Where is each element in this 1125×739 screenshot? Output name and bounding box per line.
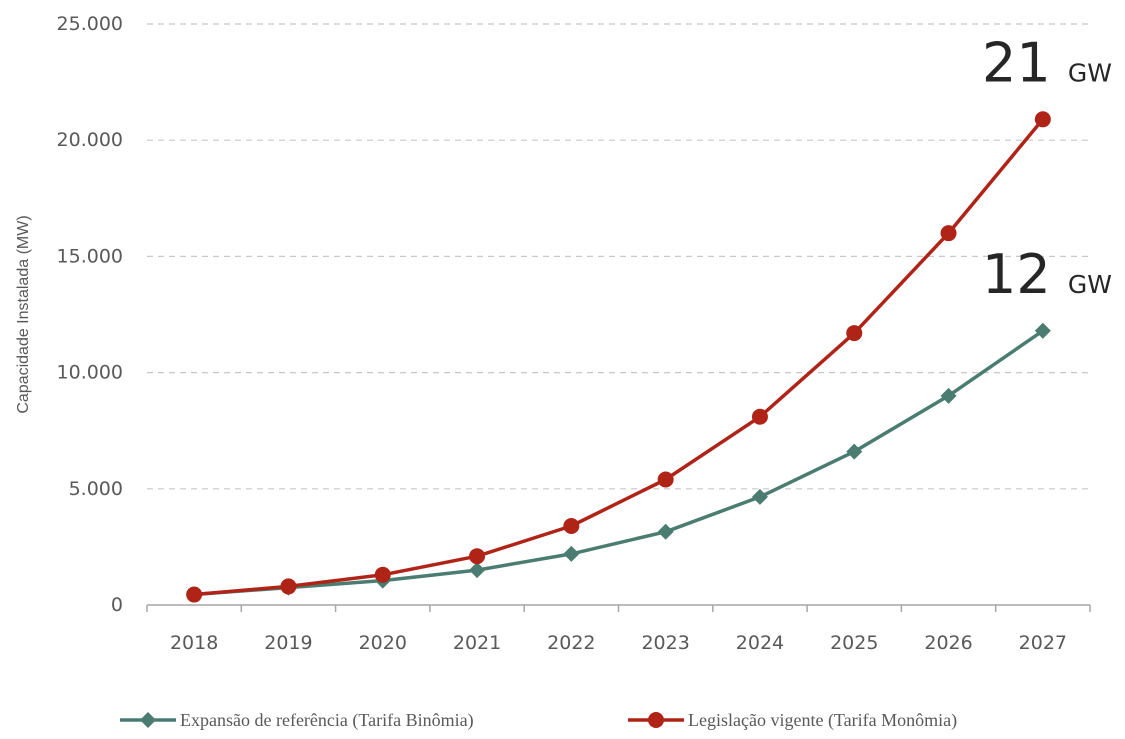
data-point-circle: [280, 578, 297, 595]
x-tick-label: 2019: [264, 632, 312, 654]
data-point-diamond: [469, 562, 486, 579]
x-tick-label: 2022: [547, 632, 595, 654]
annotation-label: 21 GW: [982, 31, 1112, 94]
annotation-value: 12: [982, 243, 1068, 306]
data-point-circle: [657, 471, 674, 488]
annotation-label: 12 GW: [982, 243, 1112, 306]
x-tick-label: 2025: [830, 632, 878, 654]
y-tick-label: 20.000: [57, 129, 123, 151]
x-axis-ticks: 2018 2019 2020 2021 2022 2023 2024 2025 2026 2027: [146, 605, 1091, 654]
y-axis-ticks: 0 5.000 10.000 15.000 20.000 25.000: [57, 13, 123, 616]
data-point-diamond: [657, 523, 674, 540]
data-point-circle: [374, 566, 391, 583]
y-tick-label: 15.000: [57, 245, 123, 267]
data-point-circle: [751, 408, 768, 425]
x-tick-label: 2021: [453, 632, 501, 654]
x-tick-label: 2026: [924, 632, 972, 654]
x-tick-label: 2023: [641, 632, 689, 654]
series-lines: [194, 118, 1045, 597]
annotation-unit: GW: [1068, 58, 1112, 87]
data-point-circle: [846, 325, 863, 342]
legend-marker-circle: [648, 712, 664, 728]
y-tick-label: 25.000: [57, 13, 123, 35]
data-point-circle: [940, 225, 957, 242]
annotation-value: 21: [982, 31, 1068, 94]
data-point-circle: [563, 517, 580, 534]
data-point-circle: [186, 586, 203, 603]
legend: Expansão de referência (Tarifa Binômia) L…: [120, 710, 957, 731]
series-markers: [186, 111, 1051, 603]
x-tick-label: 2018: [170, 632, 218, 654]
legend-label-1: Legislação vigente (Tarifa Monômia): [688, 710, 957, 731]
x-tick-label: 2024: [736, 632, 784, 654]
y-tick-label: 10.000: [57, 362, 123, 384]
x-tick-label: 2027: [1019, 632, 1067, 654]
annotation-unit: GW: [1068, 270, 1112, 299]
y-tick-label: 0: [111, 594, 123, 616]
data-point-diamond: [1034, 322, 1051, 339]
legend-label-0: Expansão de referência (Tarifa Binômia): [180, 710, 474, 731]
legend-marker-diamond: [140, 712, 156, 728]
y-tick-label: 5.000: [69, 478, 123, 500]
data-point-diamond: [751, 488, 768, 505]
data-point-diamond: [563, 545, 580, 562]
data-point-circle: [469, 548, 486, 565]
gridlines: [147, 23, 1090, 490]
series-line-0: [194, 329, 1044, 597]
y-axis-label: Capacidade Instalada (MW): [15, 215, 32, 413]
data-point-diamond: [846, 443, 863, 460]
series-line-1: [194, 118, 1045, 597]
data-point-circle: [1034, 111, 1051, 128]
x-tick-label: 2020: [359, 632, 407, 654]
data-point-diamond: [940, 387, 957, 404]
